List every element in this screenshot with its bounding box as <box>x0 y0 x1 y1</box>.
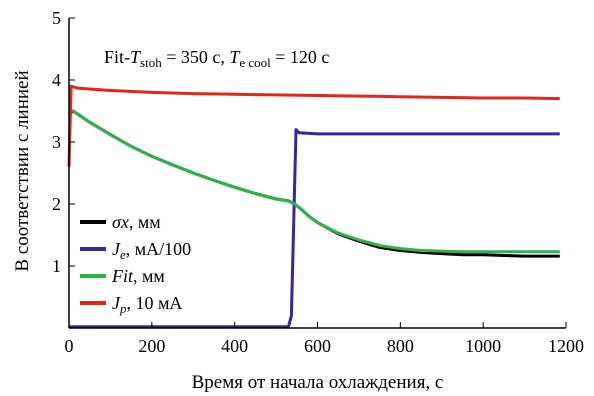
axes: 0 200 400 600 800 1000 1200 1 2 3 4 5 <box>52 8 584 356</box>
x-tick-label: 400 <box>221 336 248 356</box>
y-axis-label: В соответствии с линией <box>12 70 33 271</box>
legend-label-2: Je, мА/100 <box>112 239 191 262</box>
series-line-3 <box>69 109 560 254</box>
annotation-t2-value: = 120 с <box>271 47 330 67</box>
annotation-prefix: Fit- <box>104 47 130 67</box>
x-tick-label: 800 <box>387 336 414 356</box>
annotation-t1-value: = 350 с, <box>162 47 230 67</box>
annotation-t2: T <box>229 47 241 67</box>
x-tick-label: 1200 <box>548 336 584 356</box>
legend: σx, мм Je, мА/100 Fit, мм Jp, 10 мА <box>80 212 191 316</box>
y-tick-label: 2 <box>52 194 61 214</box>
x-tick-label: 0 <box>65 336 74 356</box>
x-tick-label: 600 <box>304 336 331 356</box>
annotation-t1-sub: stoh <box>140 55 162 70</box>
x-tick-label: 200 <box>138 336 165 356</box>
fit-annotation: Fit-Tstoh = 350 с, Te cool = 120 с <box>104 47 329 70</box>
annotation-t2-sub: e cool <box>239 55 271 70</box>
y-tick-label: 3 <box>52 132 61 152</box>
legend-label-1: σx, мм <box>112 212 161 232</box>
series-line-2 <box>69 128 560 329</box>
y-tick-label: 5 <box>52 8 61 28</box>
legend-label-4: Jp, 10 мА <box>112 293 182 316</box>
x-tick-label: 1000 <box>465 336 501 356</box>
x-axis-label: Время от начала охлаждения, с <box>192 372 444 393</box>
y-tick-label: 4 <box>52 70 61 90</box>
y-tick-label: 1 <box>52 256 61 276</box>
plot-marks <box>67 84 560 329</box>
series-line-4 <box>67 84 560 167</box>
annotation-t1: T <box>130 47 142 67</box>
legend-label-3: Fit, мм <box>111 266 165 286</box>
